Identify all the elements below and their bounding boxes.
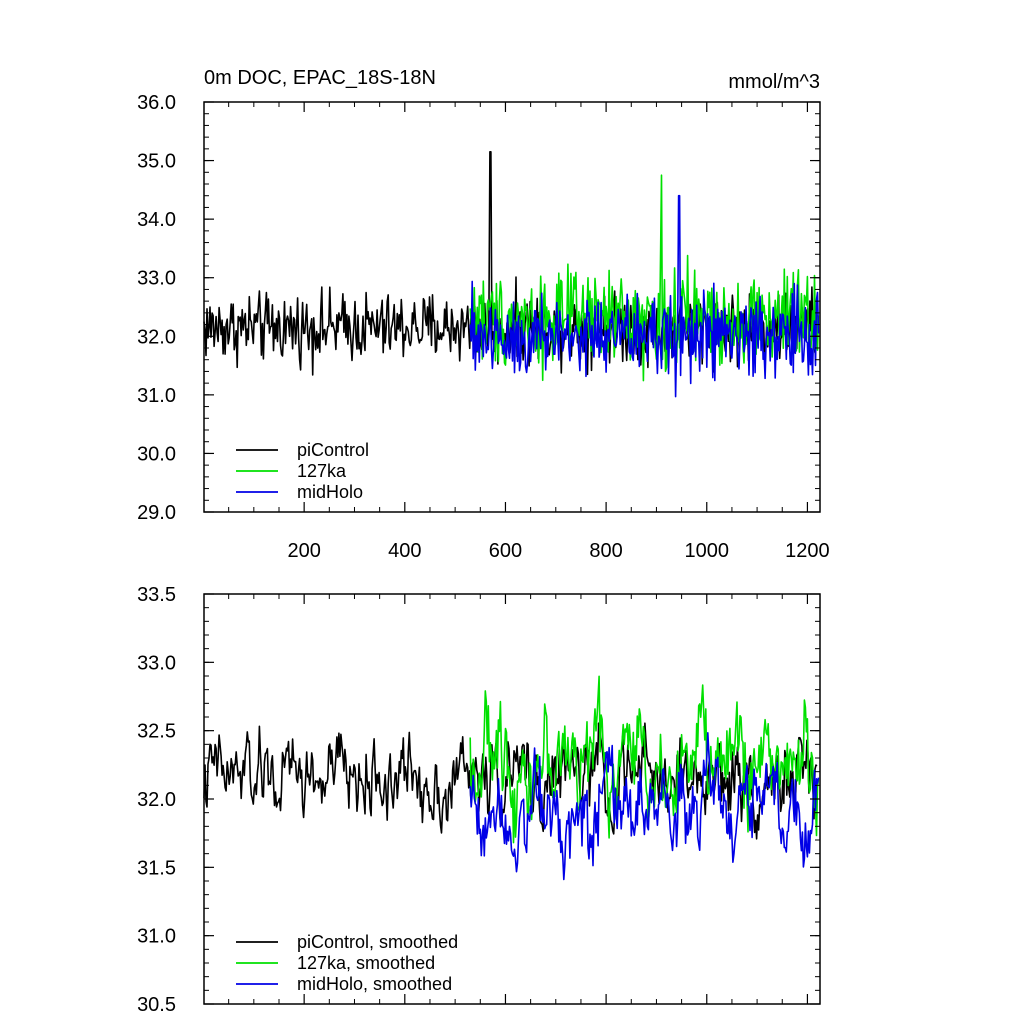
y-tick-label: 32.0	[137, 789, 176, 811]
x-tick-label: 600	[489, 540, 522, 562]
series-group-bottom	[203, 675, 820, 881]
ticks-group-top: 200 400 600 800 1000 1200 29.0 30.0 31.0 32.0 33.0…	[137, 92, 830, 562]
x-tick-label: 400	[388, 540, 421, 562]
y-tick-label: 29.0	[137, 502, 176, 524]
legend-label: piControl	[297, 440, 369, 460]
y-tick-label: 31.0	[137, 385, 176, 407]
x-tick-label: 800	[589, 540, 622, 562]
y-tick-label: 30.0	[137, 443, 176, 465]
panel-top: 0m DOC, EPAC_18S-18N mmol/m^3 200 400 600 8…	[137, 67, 830, 562]
legend-label: piControl, smoothed	[297, 932, 458, 952]
plot-frame-top	[203, 101, 821, 513]
units-label: mmol/m^3	[728, 71, 820, 93]
series-line-127ka	[469, 675, 820, 844]
chart-title: 0m DOC, EPAC_18S-18N	[204, 67, 436, 89]
y-tick-label: 35.0	[137, 151, 176, 173]
legend-label: midHolo	[297, 482, 363, 502]
y-tick-label: 33.0	[137, 268, 176, 290]
legend-label: midHolo, smoothed	[297, 974, 452, 994]
y-tick-label: 31.5	[137, 857, 176, 879]
series-group-top	[203, 151, 820, 398]
x-tick-label: 200	[287, 540, 320, 562]
x-tick-label: 1200	[785, 540, 830, 562]
legend-label: 127ka, smoothed	[297, 953, 435, 973]
y-tick-label: 34.0	[137, 209, 176, 231]
y-tick-label: 31.0	[137, 926, 176, 948]
y-tick-label: 36.0	[137, 92, 176, 114]
y-tick-label: 32.5	[137, 721, 176, 743]
ticks-group-bottom: 30.5 31.0 31.5 32.0 32.5 33.0 33.5	[137, 584, 820, 1016]
series-line-midholo	[469, 731, 820, 881]
panel-bottom: 30.5 31.0 31.5 32.0 32.5 33.0 33.5 piControl, …	[137, 584, 821, 1016]
y-tick-label: 33.5	[137, 584, 176, 606]
y-tick-label: 30.5	[137, 994, 176, 1016]
y-tick-label: 33.0	[137, 652, 176, 674]
x-tick-label: 1000	[685, 540, 730, 562]
series-line-midholo	[469, 194, 820, 398]
y-tick-label: 32.0	[137, 326, 176, 348]
legend-label: 127ka	[297, 461, 347, 481]
